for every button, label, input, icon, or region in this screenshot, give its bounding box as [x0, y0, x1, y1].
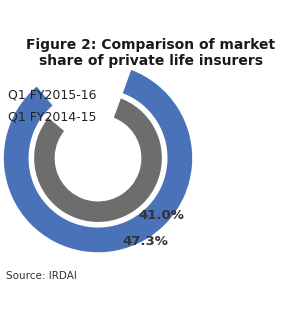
Text: Q1 FY2015-16: Q1 FY2015-16 [8, 88, 97, 101]
Text: 41.0%: 41.0% [138, 210, 184, 222]
Wedge shape [33, 97, 163, 223]
Text: Q1 FY2014-15: Q1 FY2014-15 [8, 111, 97, 124]
Text: Figure 2: Comparison of market
share of private life insurers: Figure 2: Comparison of market share of … [26, 38, 275, 68]
Text: Source: IRDAI: Source: IRDAI [6, 271, 77, 281]
Text: 47.3%: 47.3% [123, 235, 169, 248]
Wedge shape [3, 69, 193, 253]
